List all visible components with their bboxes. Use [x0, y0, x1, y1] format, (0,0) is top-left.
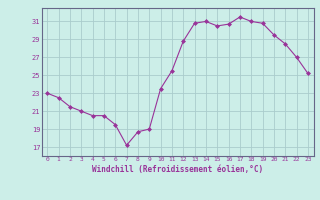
- X-axis label: Windchill (Refroidissement éolien,°C): Windchill (Refroidissement éolien,°C): [92, 165, 263, 174]
